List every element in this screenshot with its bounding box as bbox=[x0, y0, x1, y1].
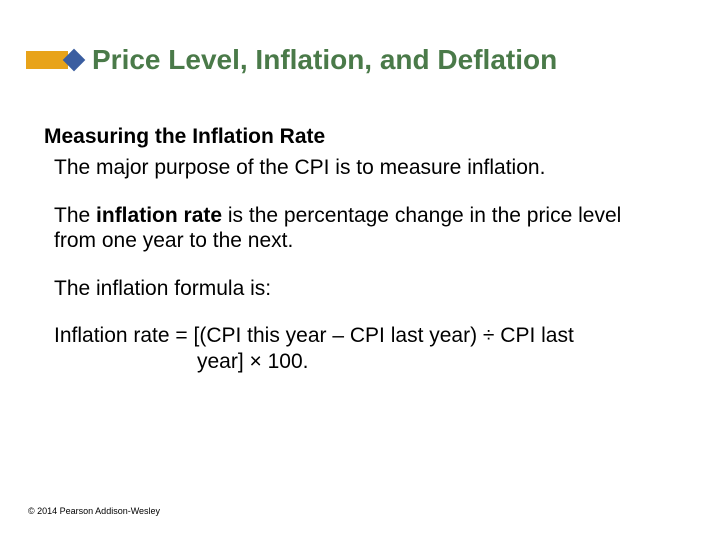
formula-line-2: year] × 100. bbox=[54, 349, 660, 375]
inflation-formula: Inflation rate = [(CPI this year – CPI l… bbox=[54, 323, 660, 374]
slide-title-row: Price Level, Inflation, and Deflation bbox=[26, 44, 690, 76]
slide-body: Measuring the Inflation Rate The major p… bbox=[44, 125, 660, 375]
title-bullet-icon bbox=[26, 47, 84, 73]
paragraph-3: The inflation formula is: bbox=[54, 276, 660, 302]
paragraph-2: The inflation rate is the percentage cha… bbox=[54, 203, 660, 254]
paragraph-2-term: inflation rate bbox=[96, 204, 222, 227]
slide-title: Price Level, Inflation, and Deflation bbox=[92, 44, 557, 76]
paragraph-1: The major purpose of the CPI is to measu… bbox=[54, 155, 660, 181]
copyright-text: © 2014 Pearson Addison-Wesley bbox=[28, 506, 160, 516]
formula-line-1: Inflation rate = [(CPI this year – CPI l… bbox=[54, 323, 660, 349]
subheading: Measuring the Inflation Rate bbox=[44, 125, 660, 149]
paragraph-2-pre: The bbox=[54, 204, 96, 227]
